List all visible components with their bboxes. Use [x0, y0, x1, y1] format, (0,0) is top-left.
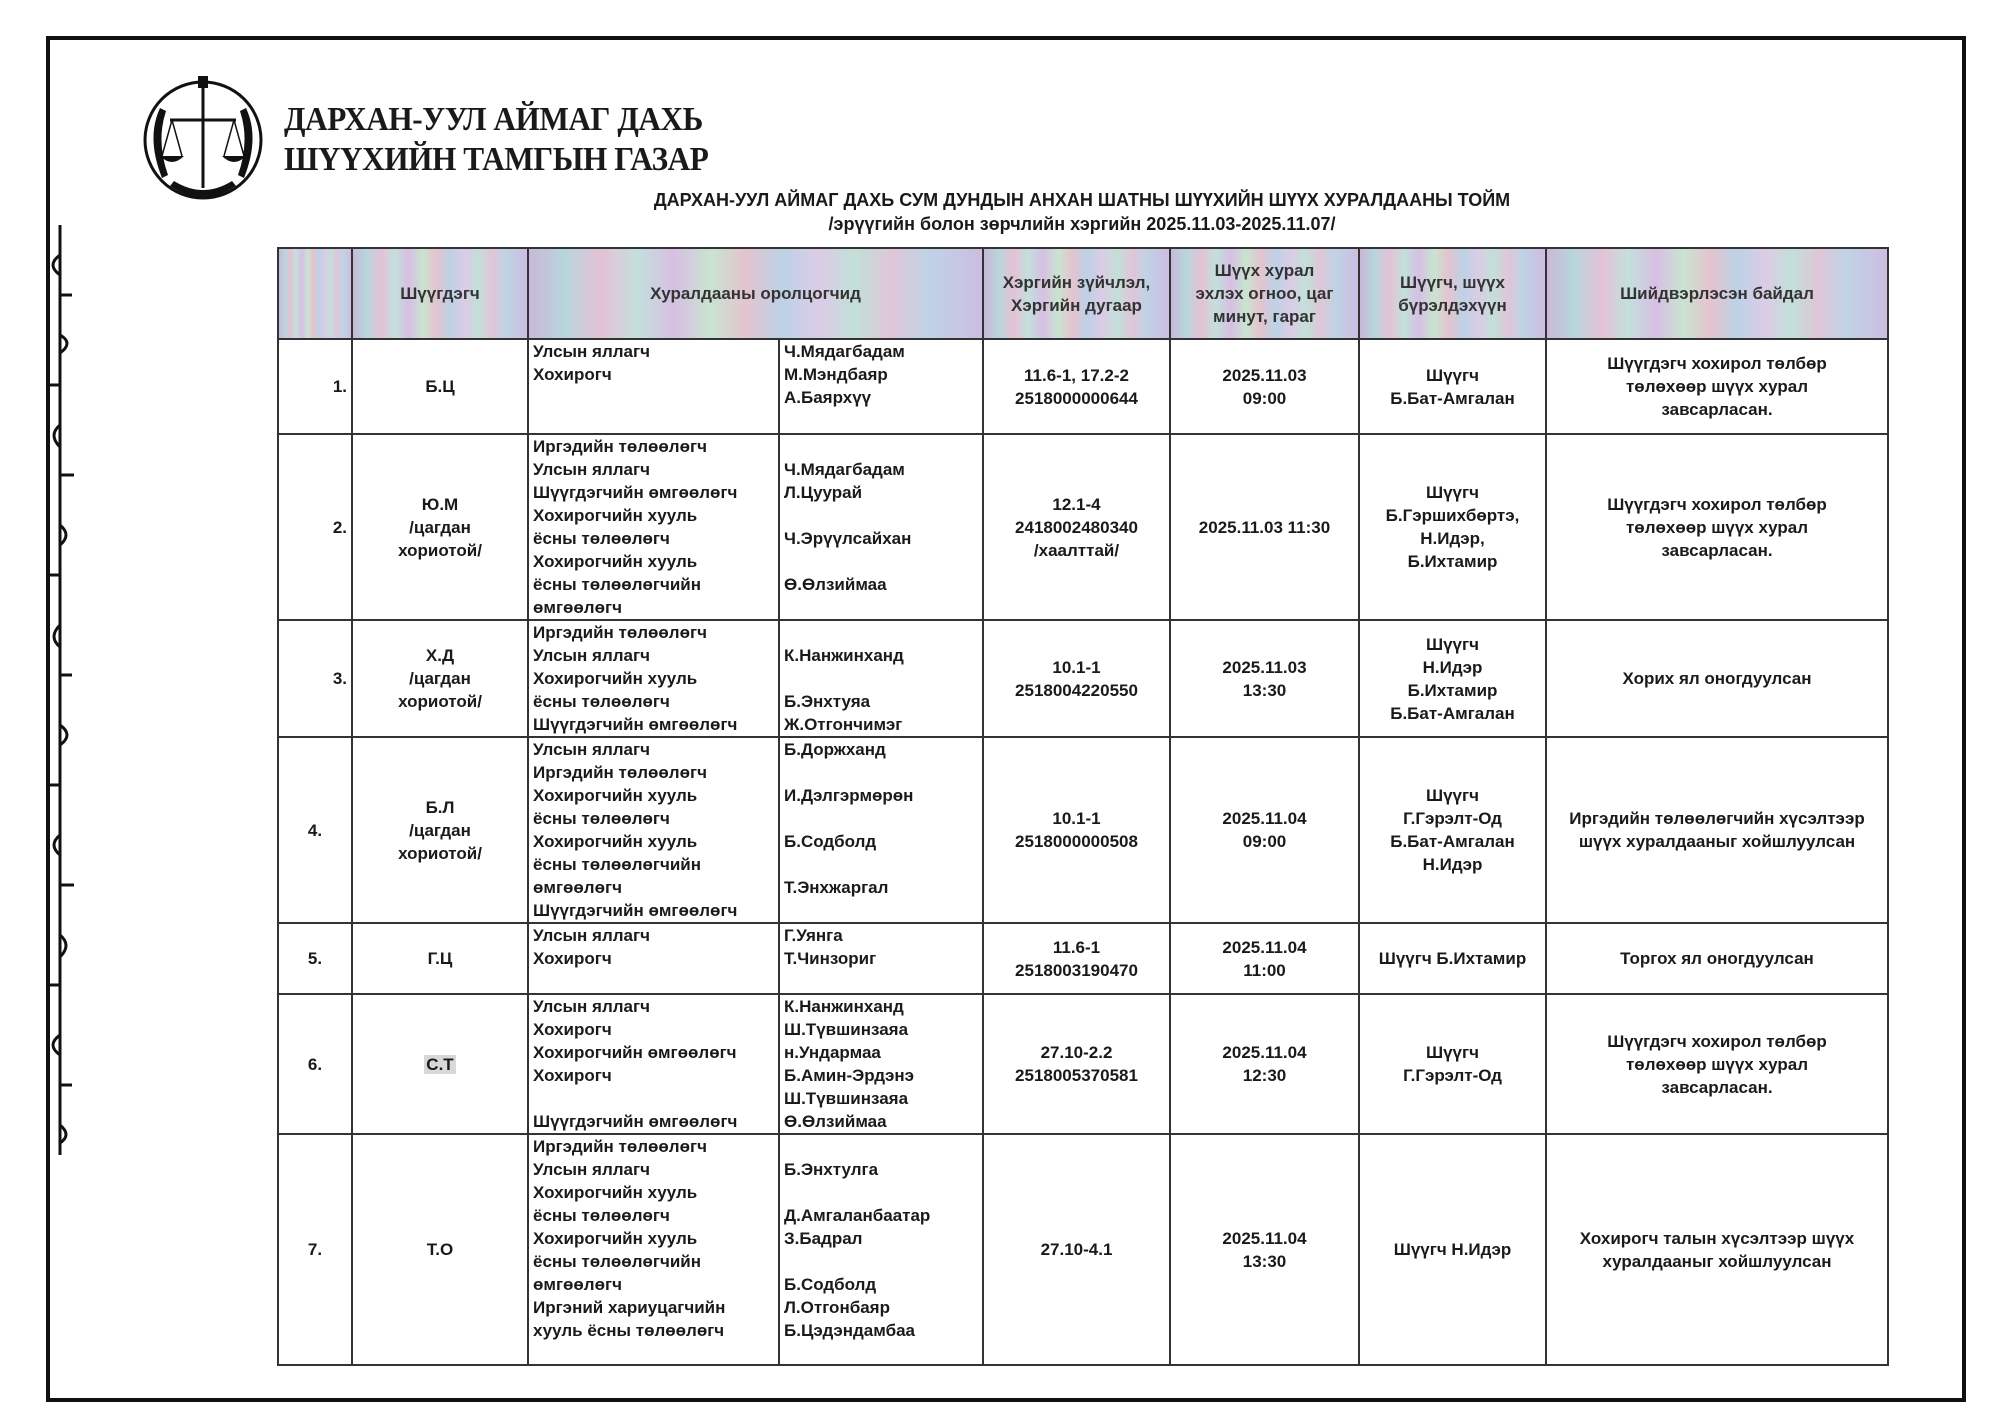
judges: Шүүгч Н.Идэр Б.Ихтамир Б.Бат-Амгалан [1358, 619, 1547, 738]
hearing-time: 2025.11.03 13:30 [1169, 619, 1360, 738]
document-subtitle: /эрүүгийн болон зөрчлийн хэргийн 2025.11… [828, 214, 1336, 234]
table-row: 2. Ю.М /цагдан хориотой/ Иргэдийн төлөөл… [277, 433, 1889, 621]
table-row: 1. Б.Ц Улсын яллагч Хохирогч Ч.Мядагбада… [277, 338, 1889, 435]
case-info: 27.10-2.2 2518005370581 [982, 993, 1171, 1135]
col-header-case: Хэргийн зүйчлэл, Хэргийн дугаар [982, 247, 1171, 340]
case-info: 10.1-1 2518004220550 [982, 619, 1171, 738]
decision: Шүүгдэгч хохирол төлбөр төлөхөөр шүүх ху… [1545, 433, 1889, 621]
row-number: 1. [277, 338, 353, 435]
participant-names: Б.Энхтулга Д.Амгаланбаатар З.Бадрал Б.Со… [778, 1133, 984, 1366]
col-header-judges: Шүүгч, шүүх бүрэлдэхүүн [1358, 247, 1547, 340]
table-row: 5. Г.Ц Улсын яллагч Хохирогч Г.Уянга Т.Ч… [277, 922, 1889, 995]
hearing-time: 2025.11.04 13:30 [1169, 1133, 1360, 1366]
case-info: 11.6-1 2518003190470 [982, 922, 1171, 995]
case-info: 10.1-1 2518000000508 [982, 736, 1171, 924]
participant-names: Б.Доржханд И.Дэлгэрмөрөн Б.Содболд Т.Энх… [778, 736, 984, 924]
row-number: 6. [277, 993, 353, 1135]
col-header-defendant: Шүүгдэгч [351, 247, 529, 340]
organization-name-line1: ДАРХАН-УУЛ АЙМАГ ДАХЬ [284, 101, 703, 138]
participant-names: Ч.Мядагбадам М.Мэндбаяр А.Баярхүү [778, 338, 984, 435]
defendant: Г.Ц [351, 922, 529, 995]
defendant: Б.Л /цагдан хориотой/ [351, 736, 529, 924]
decision: Иргэдийн төлөөлөгчийн хүсэлтээр шүүх хур… [1545, 736, 1889, 924]
participant-roles: Улсын яллагч Хохирогч [527, 922, 780, 995]
col-header-decision: Шийдвэрлэсэн байдал [1545, 247, 1889, 340]
col-header-participants: Хуралдааны оролцогчид [527, 247, 984, 340]
case-info: 27.10-4.1 [982, 1133, 1171, 1366]
mongolian-script-vertical-text [46, 225, 74, 1155]
participant-names: К.Нанжинханд Ш.Түвшинзаяа н.Ундармаа Б.А… [778, 993, 984, 1135]
judges: Шүүгч Г.Гэрэлт-Од [1358, 993, 1547, 1135]
participant-names: Ч.Мядагбадам Л.Цуурай Ч.Эрүүлсайхан Ө.Өл… [778, 433, 984, 621]
hearing-time: 2025.11.04 11:00 [1169, 922, 1360, 995]
hearings-table: Шүүгдэгч Хуралдааны оролцогчид Хэргийн з… [277, 247, 1889, 1366]
judges: Шүүгч Г.Гэрэлт-Од Б.Бат-Амгалан Н.Идэр [1358, 736, 1547, 924]
court-emblem-icon [143, 76, 263, 200]
hearing-time: 2025.11.04 12:30 [1169, 993, 1360, 1135]
participant-roles: Иргэдийн төлөөлөгч Улсын яллагч Хохирогч… [527, 619, 780, 738]
case-info: 12.1-4 2418002480340 /хаалттай/ [982, 433, 1171, 621]
page-border [46, 36, 1966, 1402]
participant-names: К.Нанжинханд Б.Энхтуяа Ж.Отгончимэг [778, 619, 984, 738]
table-row: 6. С.Т Улсын яллагч Хохирогч Хохирогчийн… [277, 993, 1889, 1135]
judges: Шүүгч Б.Бат-Амгалан [1358, 338, 1547, 435]
defendant: Ю.М /цагдан хориотой/ [351, 433, 529, 621]
hearing-time: 2025.11.03 09:00 [1169, 338, 1360, 435]
defendant: Х.Д /цагдан хориотой/ [351, 619, 529, 738]
judges: Шүүгч Б.Ихтамир [1358, 922, 1547, 995]
participant-roles: Улсын яллагч Хохирогч [527, 338, 780, 435]
participant-roles: Улсын яллагч Иргэдийн төлөөлөгч Хохирогч… [527, 736, 780, 924]
defendant: Т.О [351, 1133, 529, 1366]
defendant: Б.Ц [351, 338, 529, 435]
defendant: С.Т [424, 1054, 456, 1074]
table-row: 3. Х.Д /цагдан хориотой/ Иргэдийн төлөөл… [277, 619, 1889, 738]
row-number: 2. [277, 433, 353, 621]
row-number: 4. [277, 736, 353, 924]
judges: Шүүгч Н.Идэр [1358, 1133, 1547, 1366]
col-header-number [277, 247, 353, 340]
row-number: 5. [277, 922, 353, 995]
case-info: 11.6-1, 17.2-2 2518000000644 [982, 338, 1171, 435]
decision: Хохирогч талын хүсэлтээр шүүх хуралдааны… [1545, 1133, 1889, 1366]
participant-roles: Иргэдийн төлөөлөгч Улсын яллагч Хохирогч… [527, 1133, 780, 1366]
table-header-row: Шүүгдэгч Хуралдааны оролцогчид Хэргийн з… [277, 247, 1889, 340]
decision: Хорих ял оногдуулсан [1545, 619, 1889, 738]
row-number: 7. [277, 1133, 353, 1366]
hearing-time: 2025.11.03 11:30 [1169, 433, 1360, 621]
organization-name-line2: ШҮҮХИЙН ТАМГЫН ГАЗАР [284, 141, 709, 178]
participant-names: Г.Уянга Т.Чинзориг [778, 922, 984, 995]
participant-roles: Иргэдийн төлөөлөгч Улсын яллагч Шүүгдэгч… [527, 433, 780, 621]
hearing-time: 2025.11.04 09:00 [1169, 736, 1360, 924]
organization-name: ДАРХАН-УУЛ АЙМАГ ДАХЬ ШҮҮХИЙН ТАМГЫН ГАЗ… [284, 100, 709, 180]
judges: Шүүгч Б.Гэршихбөртэ, Н.Идэр, Б.Ихтамир [1358, 433, 1547, 621]
document-title: ДАРХАН-УУЛ АЙМАГ ДАХЬ СУМ ДУНДЫН АНХАН Ш… [653, 190, 1511, 210]
decision: Торгох ял оногдуулсан [1545, 922, 1889, 995]
row-number: 3. [277, 619, 353, 738]
table-row: 7. Т.О Иргэдийн төлөөлөгч Улсын яллагч Х… [277, 1133, 1889, 1366]
decision: Шүүгдэгч хохирол төлбөр төлөхөөр шүүх ху… [1545, 993, 1889, 1135]
defendant-cell: С.Т [351, 993, 529, 1135]
decision: Шүүгдэгч хохирол төлбөр төлөхөөр шүүх ху… [1545, 338, 1889, 435]
participant-roles: Улсын яллагч Хохирогч Хохирогчийн өмгөөл… [527, 993, 780, 1135]
col-header-time: Шүүх хурал эхлэх огноо, цаг минут, гараг [1169, 247, 1360, 340]
table-row: 4. Б.Л /цагдан хориотой/ Улсын яллагч Ир… [277, 736, 1889, 924]
